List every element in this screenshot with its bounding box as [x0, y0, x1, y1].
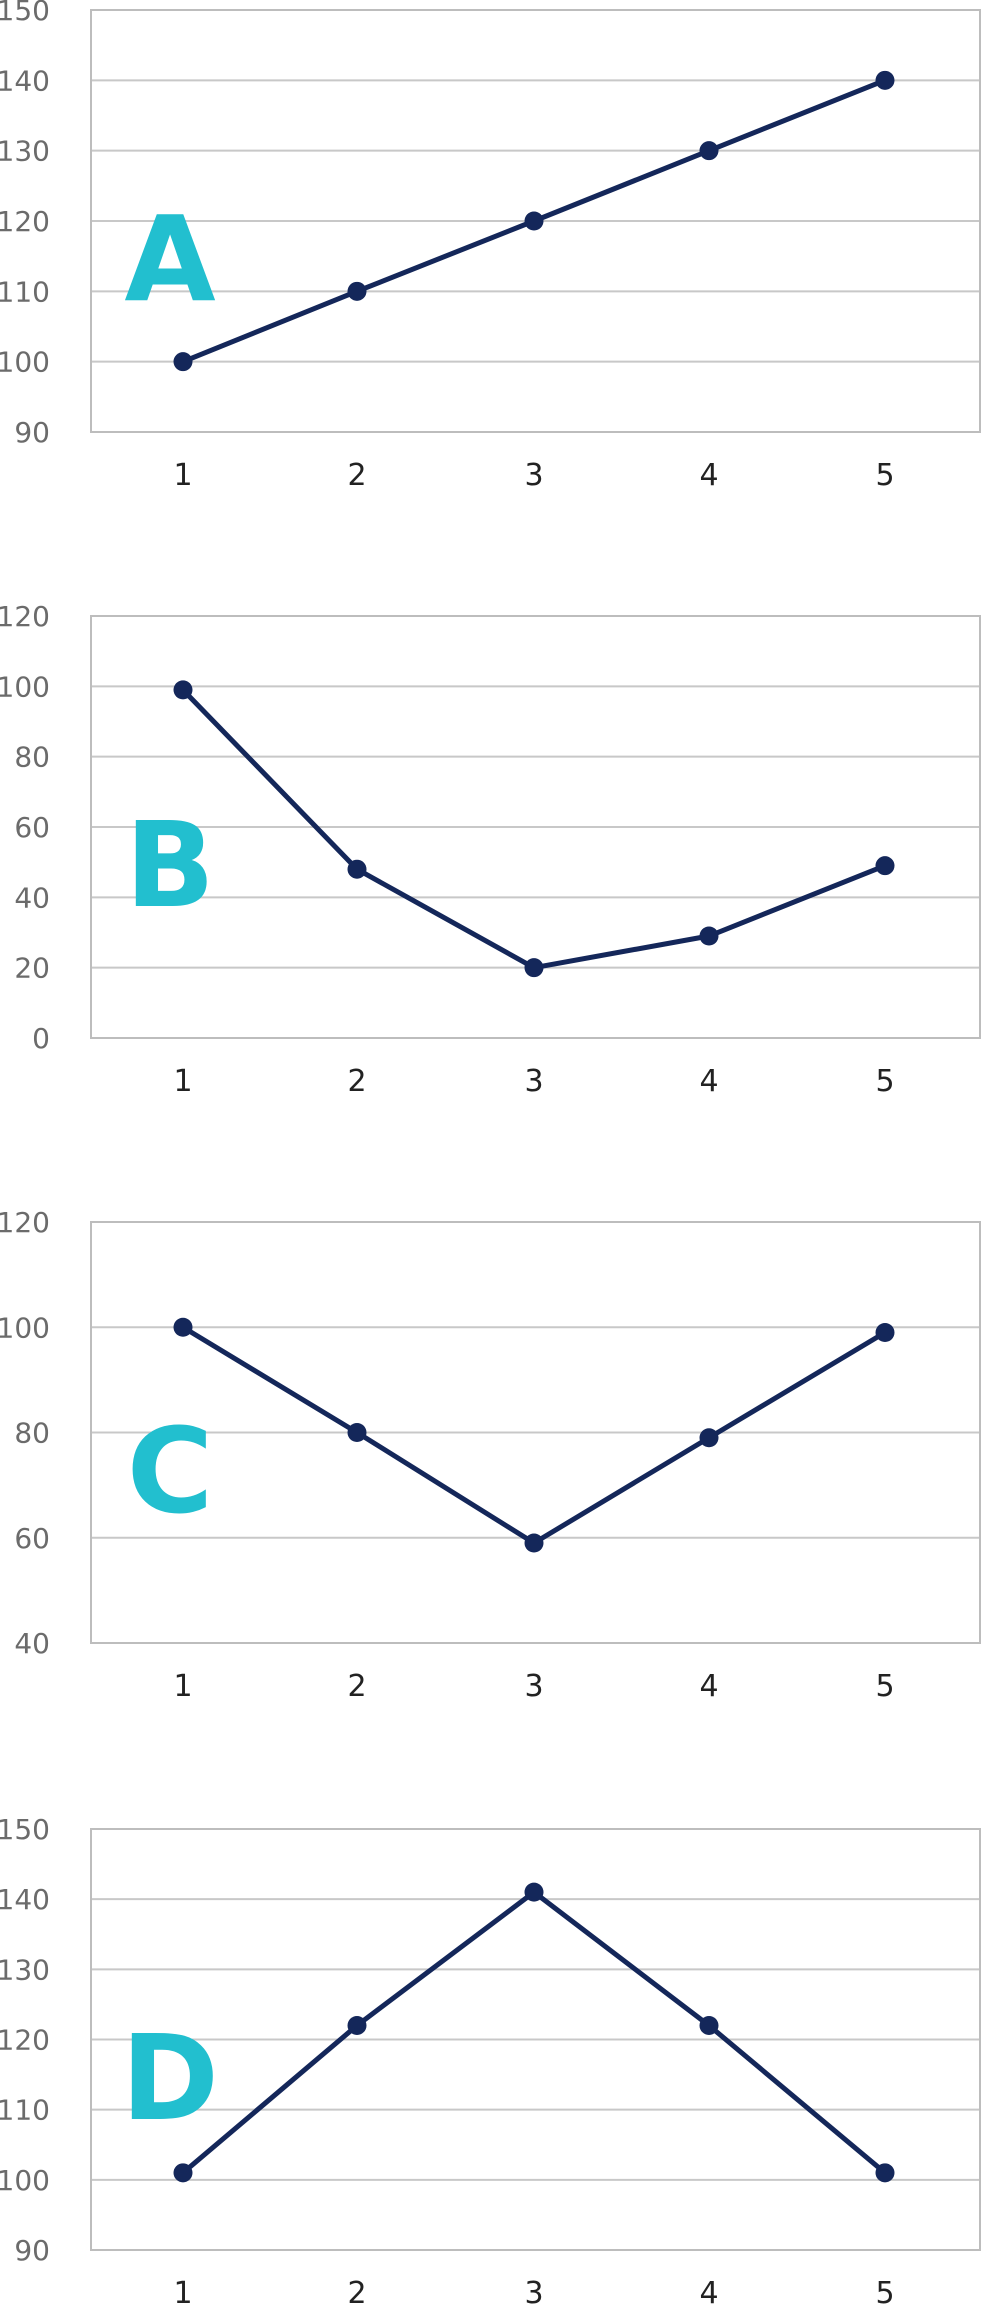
data-point	[699, 2015, 719, 2035]
chart-panel-d: 90 100 110 120 130 140 150 1 2 3 4 5 D	[0, 1813, 981, 2308]
data-point	[524, 1882, 544, 1902]
x-tick-label: 2	[347, 2276, 366, 2304]
x-tick-label: 1	[173, 2276, 192, 2304]
x-tick-label: 5	[875, 1669, 894, 1704]
x-tick-label: 3	[524, 2276, 543, 2304]
data-point	[347, 2015, 367, 2035]
x-tick-label: 4	[699, 1064, 718, 1099]
y-tick-label: 120	[0, 1206, 50, 1239]
data-point	[173, 1317, 193, 1337]
series-line	[181, 1889, 887, 2175]
chart-panel-c: 40 60 80 100 120 1 2 3 4 5 C	[0, 1206, 981, 1704]
data-point	[699, 141, 719, 161]
x-tick-label: 1	[173, 458, 192, 493]
y-tick-label: 100	[0, 670, 50, 703]
x-tick-label: 2	[347, 458, 366, 493]
panel-label: C	[127, 1402, 214, 1540]
data-point	[699, 1428, 719, 1448]
x-tick-label: 3	[524, 1064, 543, 1099]
x-tick-label: 3	[524, 458, 543, 493]
y-tick-label: 40	[14, 881, 50, 914]
y-tick-label: 40	[14, 1627, 50, 1660]
y-tick-label: 120	[0, 600, 50, 633]
x-tick-label: 3	[524, 1669, 543, 1704]
data-point	[173, 680, 193, 700]
data-point	[173, 352, 193, 372]
series-line	[181, 1325, 887, 1546]
chart-panel-a: 90 100 110 120 130 140 150 1 2 3 4 5 A	[0, 0, 981, 493]
y-tick-label: 100	[0, 1311, 50, 1344]
data-point	[699, 926, 719, 946]
y-tick-label: 140	[0, 64, 50, 97]
x-tick-label: 2	[347, 1669, 366, 1704]
y-tick-label: 110	[0, 2094, 50, 2127]
data-point	[173, 2163, 193, 2183]
x-tick-label: 5	[875, 2276, 894, 2304]
y-tick-label: 130	[0, 135, 50, 168]
plot-frame	[90, 1221, 981, 1644]
y-tick-label: 20	[14, 952, 50, 985]
x-tick-label: 1	[173, 1064, 192, 1099]
x-tick-label: 5	[875, 1064, 894, 1099]
panel-label: D	[121, 2009, 219, 2147]
y-tick-label: 140	[0, 1883, 50, 1916]
y-tick-label: 130	[0, 1953, 50, 1986]
y-tick-label: 80	[14, 741, 50, 774]
y-tick-label: 110	[0, 275, 50, 308]
y-tick-label: 150	[0, 1813, 50, 1846]
x-tick-label: 5	[875, 458, 894, 493]
panel-label: B	[125, 796, 215, 934]
y-tick-label: 90	[14, 2234, 50, 2267]
y-tick-label: 60	[14, 811, 50, 844]
y-tick-label: 100	[0, 346, 50, 379]
chart-panel-b: 0 20 40 60 80 100 120 1 2 3 4 5 B	[0, 600, 981, 1099]
x-tick-label: 1	[173, 1669, 192, 1704]
plot-frame	[90, 615, 981, 1039]
y-tick-label: 60	[14, 1522, 50, 1555]
y-tick-label: 150	[0, 0, 50, 27]
plot-frame	[90, 9, 981, 433]
x-tick-label: 2	[347, 1064, 366, 1099]
x-tick-label: 4	[699, 458, 718, 493]
data-point	[875, 2163, 895, 2183]
y-tick-label: 100	[0, 2164, 50, 2197]
y-tick-label: 120	[0, 205, 50, 238]
data-point	[347, 1423, 367, 1442]
data-point	[347, 281, 367, 301]
data-point	[524, 1533, 544, 1553]
data-point	[875, 1323, 895, 1343]
data-point	[347, 859, 367, 879]
panel-label: A	[124, 190, 215, 328]
series-line	[181, 688, 886, 971]
y-tick-label: 120	[0, 2024, 50, 2057]
data-point	[524, 211, 544, 231]
data-point	[875, 70, 895, 90]
data-point	[524, 958, 544, 978]
x-tick-label: 4	[699, 1669, 718, 1704]
data-point	[875, 856, 895, 876]
y-tick-label: 0	[32, 1022, 50, 1055]
plot-frame	[90, 1828, 981, 2251]
x-tick-label: 4	[699, 2276, 718, 2304]
y-tick-label: 80	[14, 1417, 50, 1450]
y-tick-label: 90	[14, 416, 50, 449]
